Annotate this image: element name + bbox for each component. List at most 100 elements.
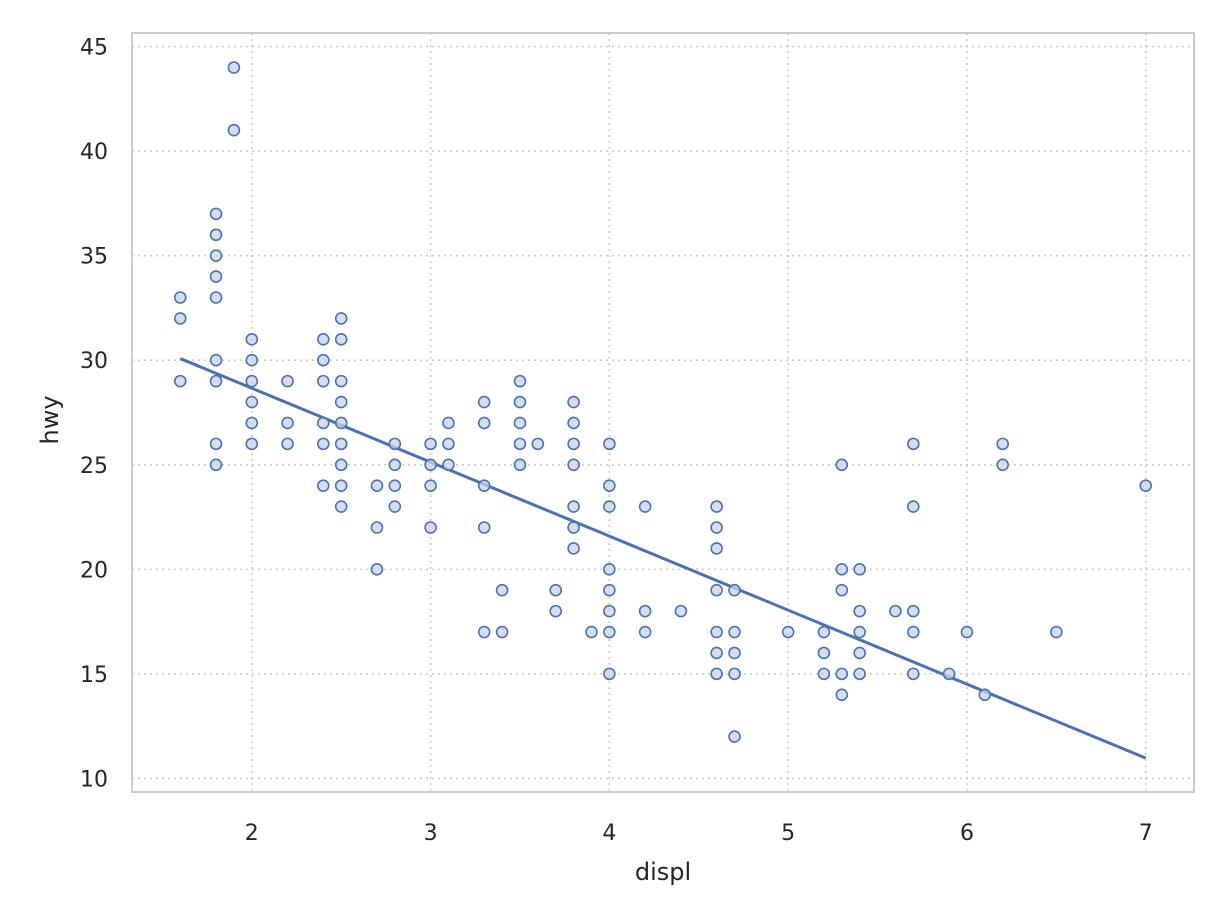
data-point (424, 521, 437, 534)
data-point (334, 437, 348, 451)
data-point (603, 625, 616, 639)
data-point (835, 563, 849, 576)
x-tick-label: 5 (781, 821, 795, 846)
data-point (334, 416, 348, 430)
data-point (209, 291, 223, 304)
data-point (978, 688, 992, 702)
data-point (907, 625, 920, 639)
data-point (889, 604, 902, 618)
data-point (334, 333, 348, 346)
data-point (603, 667, 616, 681)
data-point (603, 583, 616, 597)
y-tick-label: 45 (80, 36, 108, 61)
data-point (317, 437, 330, 451)
data-point (334, 395, 348, 409)
data-point (209, 353, 223, 367)
data-point (728, 625, 741, 639)
data-point (531, 437, 545, 451)
y-tick-label: 20 (80, 558, 108, 583)
data-point (513, 458, 527, 472)
plot-frame (131, 32, 1195, 793)
data-point (567, 416, 580, 430)
data-point (835, 583, 849, 597)
data-point (173, 291, 187, 304)
y-tick-label: 30 (80, 349, 108, 374)
data-point (317, 479, 330, 492)
data-point (960, 625, 974, 639)
data-point (728, 646, 741, 660)
data-point (245, 416, 259, 430)
data-point (173, 374, 187, 388)
x-tick-label: 6 (960, 821, 974, 846)
data-point (477, 479, 491, 492)
data-point (388, 458, 402, 472)
data-point (853, 604, 866, 618)
data-point (996, 458, 1009, 472)
data-point (728, 583, 741, 597)
data-point (370, 521, 384, 534)
x-tick-label: 4 (602, 821, 616, 846)
data-point (245, 437, 259, 451)
data-point (638, 625, 652, 639)
data-point (442, 458, 455, 472)
data-point (567, 437, 580, 451)
data-point (245, 333, 259, 346)
data-point (334, 374, 348, 388)
y-tick-label: 15 (80, 663, 108, 688)
data-point (424, 458, 437, 472)
data-point (513, 437, 527, 451)
data-point (853, 646, 866, 660)
data-point (317, 416, 330, 430)
data-point (638, 500, 652, 513)
data-point (549, 604, 563, 618)
grid-lines (132, 33, 1194, 792)
y-tick-label: 35 (80, 245, 108, 270)
data-point (710, 500, 723, 513)
data-point (710, 521, 723, 534)
data-point (603, 437, 616, 451)
x-tick-labels: 2 3 4 5 6 7 (245, 821, 1153, 846)
y-tick-label: 25 (80, 454, 108, 479)
data-point (388, 437, 402, 451)
data-point (334, 479, 348, 492)
data-point (567, 500, 580, 513)
data-point (281, 374, 294, 388)
data-point (281, 437, 294, 451)
data-point (817, 646, 831, 660)
data-point (245, 395, 259, 409)
data-point (209, 437, 223, 451)
data-point (477, 395, 491, 409)
data-point (173, 312, 187, 325)
data-point (549, 583, 563, 597)
data-point (209, 270, 223, 283)
data-point (317, 374, 330, 388)
data-point (442, 416, 455, 430)
data-point (996, 437, 1009, 451)
data-point (227, 123, 241, 137)
x-axis-label: displ (635, 858, 691, 886)
data-point (370, 479, 384, 492)
data-point (388, 479, 402, 492)
data-point (370, 563, 384, 576)
data-point (209, 207, 223, 221)
data-point (442, 437, 455, 451)
data-point (638, 604, 652, 618)
data-point (907, 667, 920, 681)
data-point (209, 458, 223, 472)
data-point (334, 312, 348, 325)
x-tick-label: 7 (1139, 821, 1153, 846)
data-point (495, 625, 509, 639)
data-point (817, 667, 831, 681)
data-point (728, 667, 741, 681)
data-point (513, 395, 527, 409)
data-point (245, 374, 259, 388)
data-point (567, 458, 580, 472)
data-point (567, 395, 580, 409)
data-point (603, 500, 616, 513)
data-point (227, 61, 241, 74)
data-point (674, 604, 688, 618)
data-point (728, 730, 741, 743)
data-point (835, 458, 849, 472)
data-point (1139, 479, 1153, 492)
data-point (603, 479, 616, 492)
